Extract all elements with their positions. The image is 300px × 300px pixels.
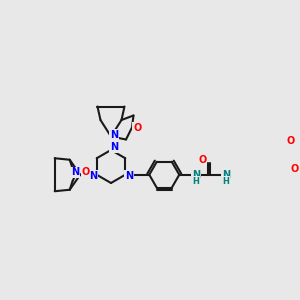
Text: N: N <box>222 170 230 180</box>
Text: O: O <box>286 136 294 146</box>
Text: O: O <box>81 167 90 177</box>
Text: O: O <box>133 122 141 133</box>
Text: O: O <box>198 155 207 165</box>
Text: H: H <box>192 177 199 186</box>
Text: N: N <box>125 171 133 181</box>
Text: N: N <box>71 167 79 178</box>
Text: O: O <box>291 164 299 174</box>
Text: N: N <box>89 171 97 181</box>
Text: H: H <box>222 177 229 186</box>
Text: N: N <box>110 142 118 152</box>
Text: N: N <box>110 130 118 140</box>
Text: N: N <box>192 170 200 180</box>
